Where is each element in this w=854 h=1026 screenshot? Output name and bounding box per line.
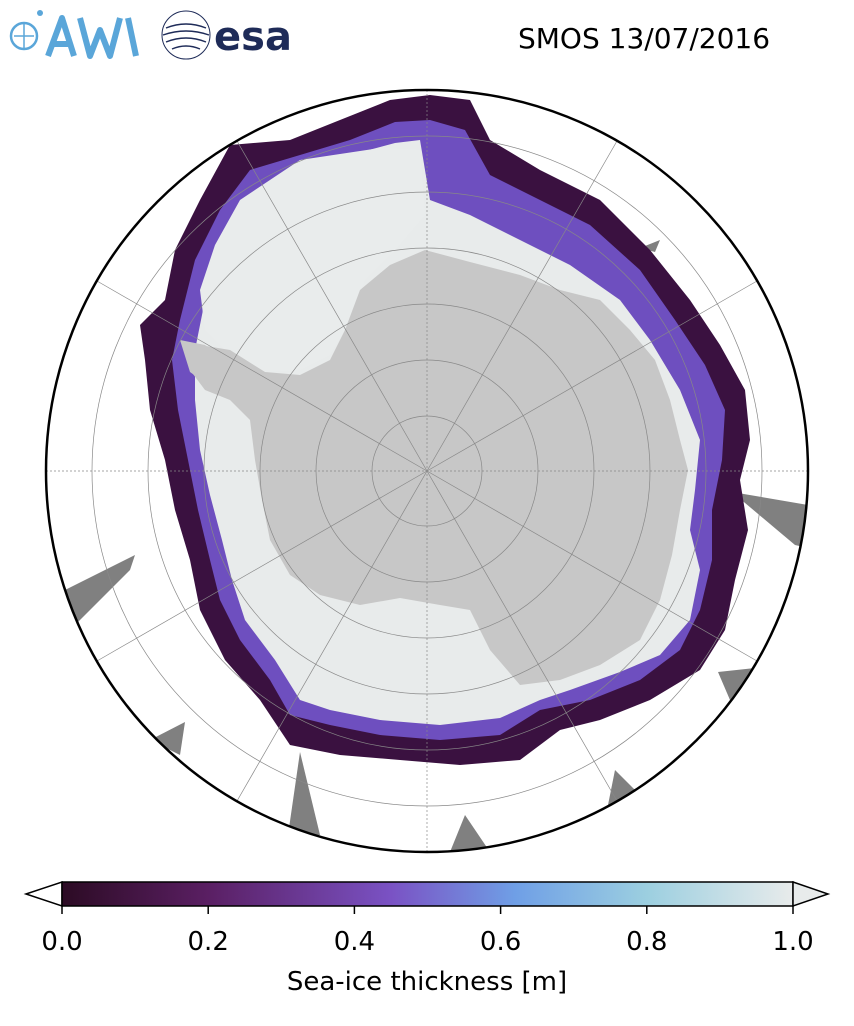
colorbar: 0.0 0.2 0.4 0.6 0.8 1.0 Sea-ice thickness [m] [23, 880, 831, 997]
logos: esa [9, 10, 292, 60]
colorbar-gradient [61, 881, 794, 907]
map-title: SMOS 13/07/2016 [518, 22, 771, 55]
colorbar-tick-label: 0.6 [480, 927, 521, 957]
map-boundary [44, 88, 810, 854]
colorbar-label: Sea-ice thickness [m] [287, 967, 567, 997]
esa-logo-text: esa [214, 14, 292, 60]
antarctic-peninsula [180, 340, 250, 400]
graticule [46, 90, 808, 852]
colorbar-tick-label: 0.0 [41, 927, 82, 957]
colorbar-min-extension [23, 880, 63, 908]
colorbar-tick-label: 0.2 [188, 927, 229, 957]
colorbar-ticks: 0.0 0.2 0.4 0.6 0.8 1.0 [41, 906, 814, 957]
esa-logo: esa [161, 10, 292, 60]
polar-map [44, 88, 810, 854]
weddell-sea-ice [200, 148, 425, 372]
colorbar-tick-label: 1.0 [772, 927, 813, 957]
colorbar-max-extension [792, 880, 831, 908]
awi-logo [9, 10, 139, 59]
antarctica-land [190, 250, 688, 685]
colorbar-tick-label: 0.4 [334, 927, 375, 957]
colorbar-tick-label: 0.8 [626, 927, 667, 957]
